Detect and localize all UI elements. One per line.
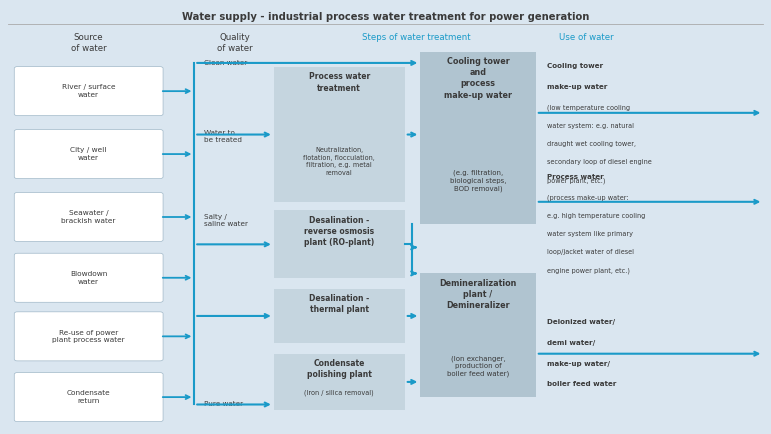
Text: water system: e.g. natural: water system: e.g. natural bbox=[547, 123, 635, 129]
Text: secondary loop of diesel engine: secondary loop of diesel engine bbox=[547, 159, 652, 165]
Text: Water to
be treated: Water to be treated bbox=[204, 130, 242, 144]
Text: make-up water: make-up water bbox=[547, 84, 608, 90]
FancyBboxPatch shape bbox=[15, 129, 163, 179]
FancyBboxPatch shape bbox=[15, 193, 163, 241]
FancyBboxPatch shape bbox=[15, 312, 163, 361]
Text: Source
of water: Source of water bbox=[71, 33, 106, 53]
Text: Process water
treatment: Process water treatment bbox=[308, 72, 370, 92]
Text: Process water: Process water bbox=[547, 174, 604, 180]
Text: Cooling tower
and
process
make-up water: Cooling tower and process make-up water bbox=[444, 57, 512, 99]
Text: Pure water: Pure water bbox=[204, 401, 244, 408]
Text: River / surface
water: River / surface water bbox=[62, 84, 116, 98]
Text: Use of water: Use of water bbox=[559, 33, 613, 42]
Text: City / well
water: City / well water bbox=[70, 147, 107, 161]
Text: Steps of water treatment: Steps of water treatment bbox=[362, 33, 470, 42]
Bar bbox=[274, 210, 405, 278]
Bar bbox=[274, 289, 405, 343]
Text: water system like primary: water system like primary bbox=[547, 231, 634, 237]
Text: e.g. high temperature cooling: e.g. high temperature cooling bbox=[547, 213, 646, 219]
Text: Deionized water/: Deionized water/ bbox=[547, 319, 615, 325]
Text: Seawater /
brackish water: Seawater / brackish water bbox=[62, 210, 116, 224]
Text: (low temperature cooling: (low temperature cooling bbox=[547, 105, 631, 111]
FancyBboxPatch shape bbox=[15, 372, 163, 422]
Text: Neutralization,
flotation, flocculation,
filtration, e.g. metal
removal: Neutralization, flotation, flocculation,… bbox=[303, 147, 375, 176]
Text: (Iron / silica removal): (Iron / silica removal) bbox=[305, 390, 374, 396]
Bar bbox=[420, 273, 536, 397]
Text: Re-use of power
plant process water: Re-use of power plant process water bbox=[52, 329, 125, 343]
Text: make-up water/: make-up water/ bbox=[547, 361, 611, 367]
Bar bbox=[274, 354, 405, 410]
Text: draught wet cooling tower,: draught wet cooling tower, bbox=[547, 141, 636, 147]
Text: Cooling tower: Cooling tower bbox=[547, 63, 604, 69]
Text: (process make-up water:: (process make-up water: bbox=[547, 194, 629, 201]
Text: Water supply - industrial process water treatment for power generation: Water supply - industrial process water … bbox=[182, 12, 589, 22]
Bar bbox=[274, 67, 405, 202]
Bar bbox=[420, 52, 536, 224]
Text: Demineralization
plant /
Demineralizer: Demineralization plant / Demineralizer bbox=[439, 279, 517, 310]
Text: Condensate
return: Condensate return bbox=[67, 390, 110, 404]
Text: Clean water: Clean water bbox=[204, 60, 247, 66]
Text: loop/jacket water of diesel: loop/jacket water of diesel bbox=[547, 249, 635, 255]
Text: Blowdown
water: Blowdown water bbox=[70, 271, 107, 285]
Text: Quality
of water: Quality of water bbox=[217, 33, 253, 53]
Text: (e.g. filtration,
biological steps,
BOD removal): (e.g. filtration, biological steps, BOD … bbox=[449, 170, 507, 192]
FancyBboxPatch shape bbox=[15, 253, 163, 302]
Text: engine power plant, etc.): engine power plant, etc.) bbox=[547, 267, 630, 274]
Text: boiler feed water: boiler feed water bbox=[547, 381, 617, 388]
Text: demi water/: demi water/ bbox=[547, 340, 596, 346]
Text: Condensate
polishing plant: Condensate polishing plant bbox=[307, 359, 372, 379]
Text: power plant, etc.): power plant, etc.) bbox=[547, 178, 606, 184]
Text: Desalination -
thermal plant: Desalination - thermal plant bbox=[309, 294, 369, 314]
Text: (Ion exchanger,
production of
boiler feed water): (Ion exchanger, production of boiler fee… bbox=[447, 355, 509, 377]
FancyBboxPatch shape bbox=[15, 66, 163, 115]
Text: Desalination -
reverse osmosis
plant (RO-plant): Desalination - reverse osmosis plant (RO… bbox=[304, 216, 375, 247]
Text: Salty /
saline water: Salty / saline water bbox=[204, 214, 248, 227]
